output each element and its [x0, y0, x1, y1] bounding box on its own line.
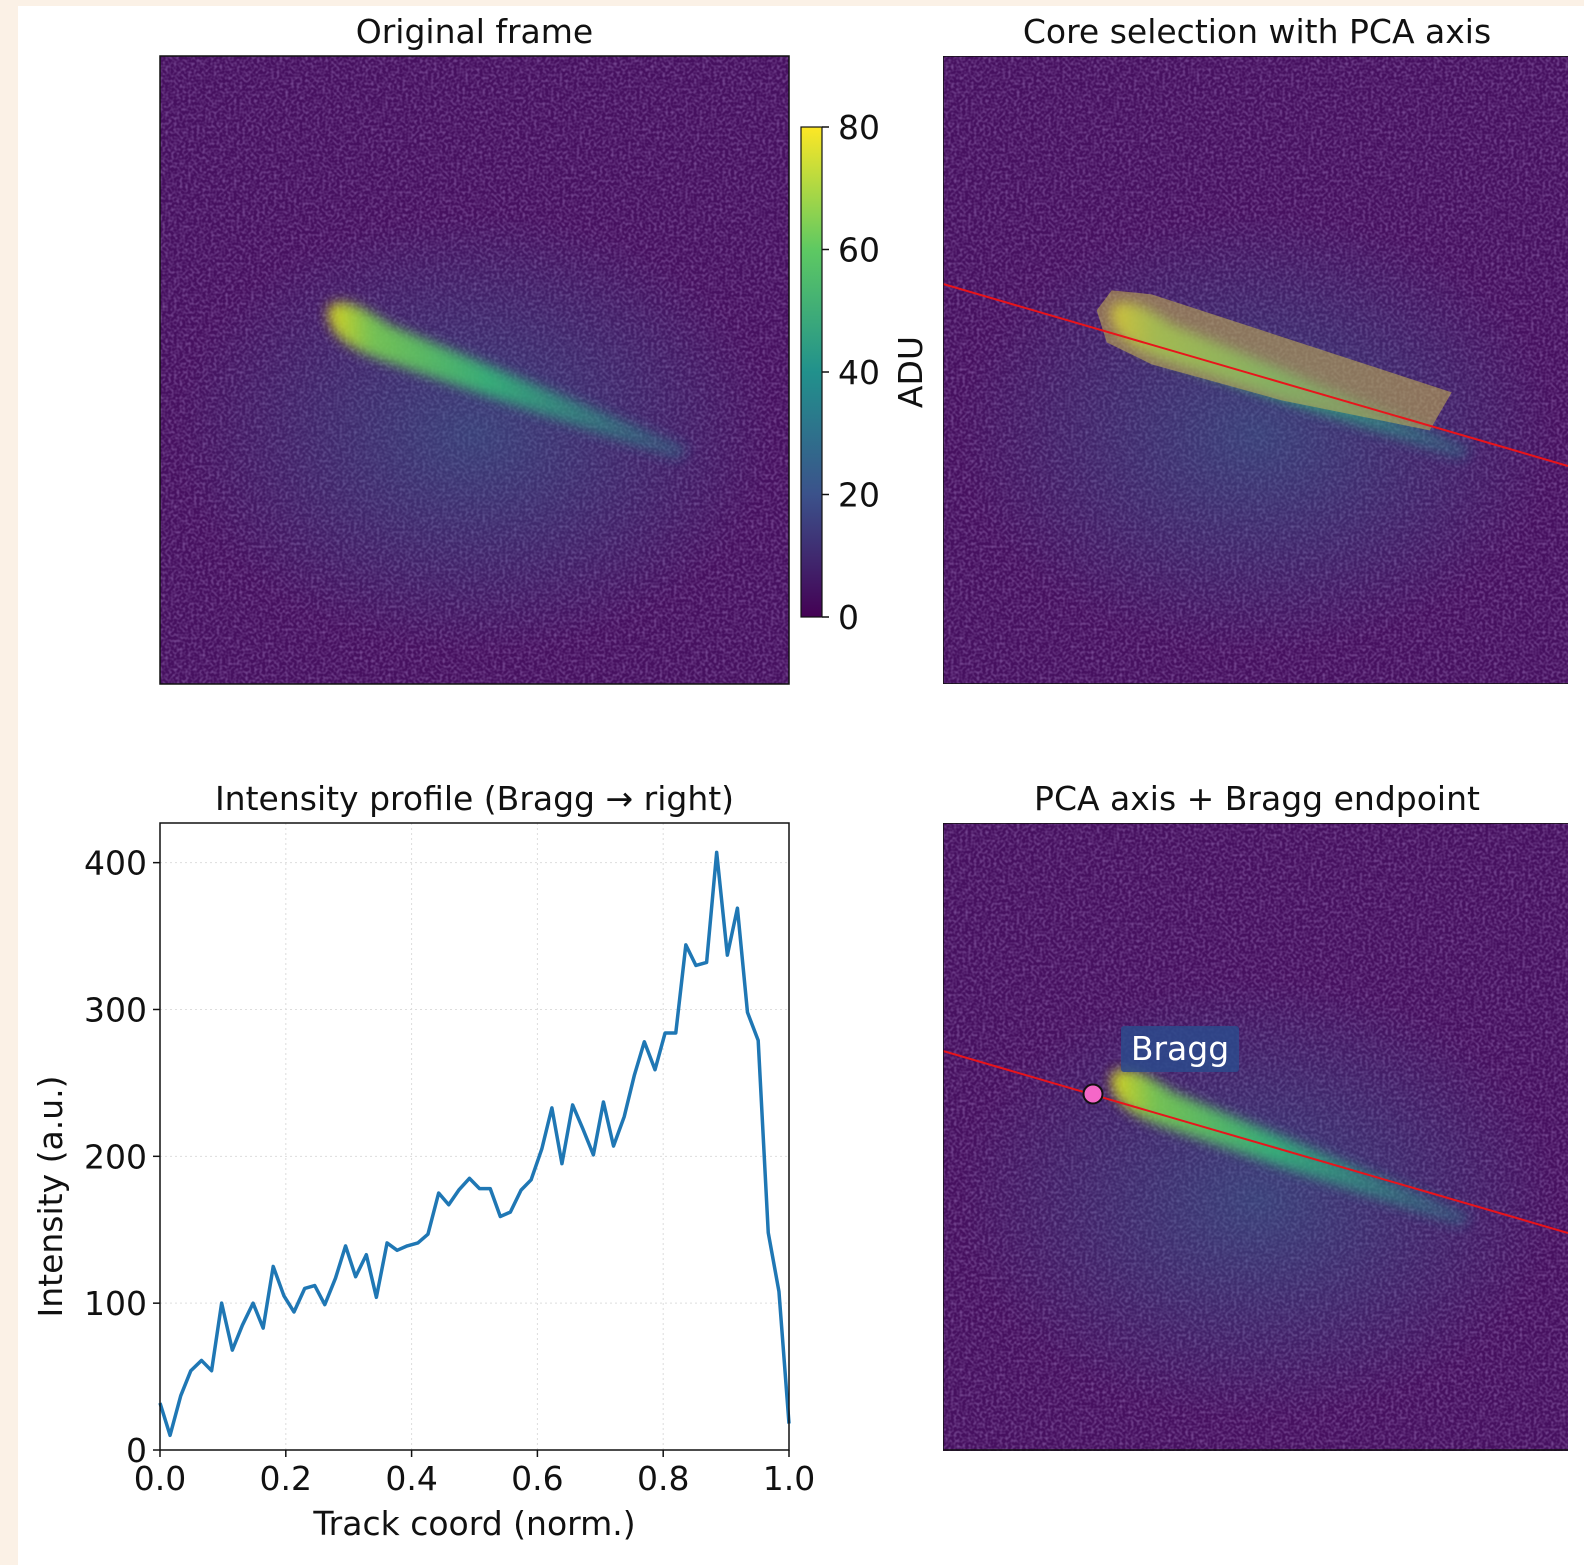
colorbar-tick-label: 60	[838, 231, 880, 270]
colorbar-tick-label: 20	[838, 476, 880, 515]
x-tick-label: 0.0	[134, 1459, 186, 1498]
y-tick-label: 400	[84, 844, 147, 883]
colorbar-tick-label: 40	[838, 353, 880, 392]
track-halo	[174, 212, 775, 653]
y-tick-label: 0	[126, 1431, 147, 1470]
axes-frame	[159, 55, 790, 685]
panel-title: Original frame	[356, 12, 593, 51]
track	[1111, 1069, 1472, 1228]
x-tick-label: 0.4	[385, 1459, 437, 1498]
y-tick-label: 100	[84, 1284, 147, 1323]
panel-title: PCA axis + Bragg endpoint	[1034, 779, 1480, 818]
panel-title: Core selection with PCA axis	[1023, 12, 1491, 51]
panel-title: Intensity profile (Bragg → right)	[215, 779, 734, 818]
colorbar	[800, 126, 823, 618]
plot-area	[160, 823, 789, 1450]
axes-frame	[943, 823, 1568, 1451]
pca-axis	[943, 1050, 1568, 1234]
track-halo	[957, 979, 1558, 1420]
annotation-box	[1121, 1026, 1239, 1072]
x-axis-label: Track coord (norm.)	[312, 1504, 635, 1543]
core-mask	[1096, 290, 1452, 431]
y-tick-label: 200	[84, 1137, 147, 1176]
colorbar-label: ADU	[891, 336, 930, 408]
x-tick-label: 0.6	[511, 1459, 563, 1498]
axes-frame	[159, 822, 790, 1451]
pca-axis	[943, 283, 1568, 467]
heatmap	[159, 55, 790, 685]
heatmap	[943, 56, 1568, 684]
x-tick-label: 0.2	[260, 1459, 312, 1498]
track-halo	[957, 212, 1558, 653]
x-tick-label: 1.0	[763, 1459, 815, 1498]
margin	[0, 0, 1584, 6]
colorbar-tick-label: 80	[838, 108, 880, 147]
heatmap: Bragg	[943, 823, 1568, 1451]
colorbar-tick-label: 0	[838, 598, 859, 637]
y-tick-label: 300	[84, 990, 147, 1029]
bragg-point	[1082, 1083, 1104, 1105]
track	[328, 302, 689, 461]
profile-line	[158, 850, 791, 1438]
y-axis-label: Intensity (a.u.)	[31, 1076, 70, 1318]
x-tick-label: 0.8	[637, 1459, 689, 1498]
margin	[0, 0, 18, 1565]
annotation: Bragg	[1131, 1029, 1229, 1068]
